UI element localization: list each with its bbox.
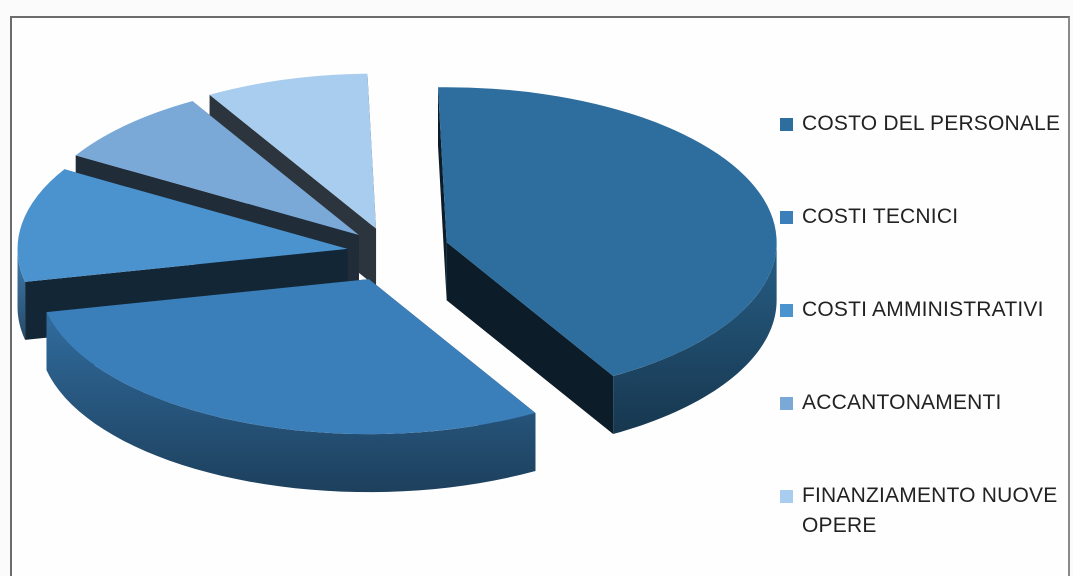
pie-slice-costi-tecnici (46, 279, 536, 435)
legend-swatch (780, 397, 793, 410)
pie-chart (17, 73, 777, 493)
pie-slice-rim-costo-del-personale (613, 242, 777, 435)
legend-swatch (780, 304, 793, 317)
pie-slice-finanziamento-nuove-opere (209, 73, 377, 229)
pie-slice-wall-costo-del-personale-0 (437, 87, 447, 301)
legend-swatch (780, 490, 793, 503)
pie-slice-costo-del-personale (437, 87, 777, 377)
chart-legend: COSTO DEL PERSONALE COSTI TECNICI COSTI AM… (780, 109, 1073, 541)
pie-slice-rim-costi-tecnici (46, 312, 536, 493)
legend-swatch (780, 118, 793, 131)
legend-item: FINANZIAMENTO NUOVE OPERE (780, 481, 1073, 541)
legend-swatch (780, 211, 793, 224)
pie-slice-wall-costo-del-personale-1 (446, 242, 614, 435)
chart-frame: COSTO DEL PERSONALE COSTI TECNICI COSTI AM… (10, 16, 1070, 576)
legend-item: COSTI TECNICI (780, 202, 1073, 232)
legend-label: COSTO DEL PERSONALE (802, 112, 1061, 135)
legend-label: COSTI AMMINISTRATIVI (802, 298, 1044, 321)
legend-item: COSTI AMMINISTRATIVI (780, 295, 1073, 325)
legend-item: COSTO DEL PERSONALE (780, 109, 1073, 139)
pie-slice-costi-amministrativi (17, 169, 348, 282)
pie-slice-rim-costi-amministrativi (17, 248, 26, 340)
legend-label: ACCANTONAMENTI (802, 391, 1002, 414)
pie-slice-accantonamenti (75, 101, 359, 235)
legend-label: COSTI TECNICI (802, 205, 959, 228)
legend-label: FINANZIAMENTO NUOVE OPERE (802, 484, 1058, 537)
legend-item: ACCANTONAMENTI (780, 388, 1073, 418)
